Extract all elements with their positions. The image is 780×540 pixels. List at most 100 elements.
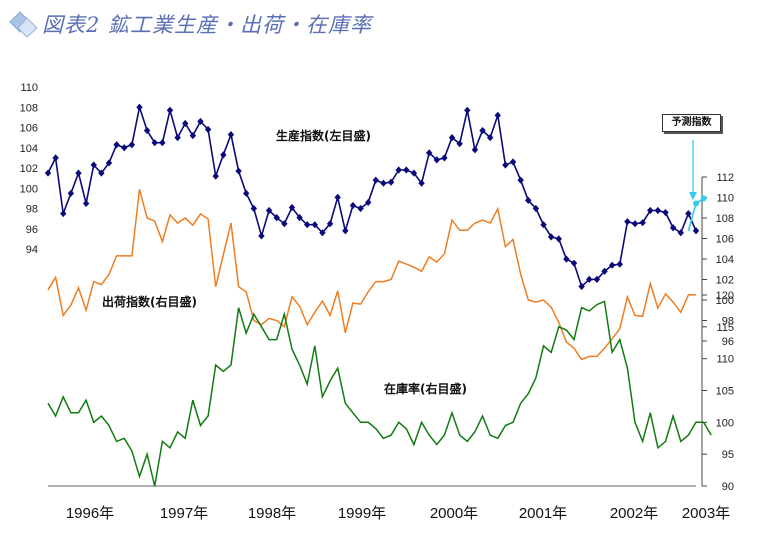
- production-data-point: [364, 198, 372, 207]
- production-data-point: [121, 144, 128, 152]
- production-data-point: [586, 275, 593, 283]
- production-data-point: [67, 189, 75, 197]
- left-axis-tick-label: 98: [26, 204, 38, 216]
- production-data-point: [608, 261, 616, 269]
- right-lower-tick-label: 90: [722, 481, 734, 493]
- production-data-point: [281, 220, 288, 228]
- production-data-point: [357, 204, 364, 213]
- series-line-shipment: [47, 189, 696, 361]
- x-axis-tick-label: 2001年: [519, 505, 567, 522]
- production-data-point: [182, 119, 189, 128]
- right-lower-tick-label: 115: [716, 322, 734, 334]
- chart-title: 図表2 鉱工業生産・出荷・在庫率: [8, 8, 372, 40]
- production-data-point: [601, 267, 608, 275]
- right-lower-tick-label: 105: [716, 386, 734, 398]
- production-data-point: [624, 218, 631, 226]
- production-data-point: [326, 220, 334, 228]
- left-axis-tick-label: 110: [20, 82, 38, 94]
- production-data-point: [677, 229, 684, 237]
- production-data-point: [425, 149, 433, 157]
- left-axis-tick-label: 108: [20, 102, 38, 114]
- shipment-annotation: 出荷指数(右目盛): [102, 294, 197, 309]
- x-axis-tick-label: 1999年: [338, 505, 386, 522]
- production-data-point: [471, 146, 479, 154]
- forecast-data-point: [693, 200, 699, 207]
- right-upper-tick-label: 100: [716, 295, 734, 307]
- x-axis-tick-label: 1997年: [160, 505, 208, 522]
- production-data-point: [204, 125, 212, 134]
- right-upper-tick-label: 96: [722, 336, 734, 348]
- right-upper-tick-label: 110: [716, 193, 734, 205]
- production-data-point: [90, 161, 97, 169]
- production-data-point: [304, 221, 311, 229]
- left-axis-tick-label: 104: [20, 143, 38, 155]
- right-lower-tick-label: 110: [716, 354, 734, 366]
- production-data-point: [479, 126, 486, 135]
- production-data-point: [189, 132, 197, 140]
- production-data-point: [418, 179, 425, 187]
- production-data-point: [288, 203, 296, 212]
- production-data-point: [349, 201, 357, 210]
- production-data-point: [502, 161, 509, 169]
- production-data-point: [128, 141, 136, 149]
- production-data-point: [464, 106, 471, 114]
- production-data-point: [212, 172, 219, 180]
- right-upper-tick-label: 112: [716, 172, 734, 184]
- x-axis-tick-label: 1996年: [66, 505, 114, 522]
- annotation-layer: 生産指数(左目盛) 出荷指数(右目盛) 在庫率(右目盛): [102, 128, 697, 396]
- production-data-point: [654, 206, 662, 215]
- production-data-point: [410, 169, 418, 177]
- right-upper-tick-label: 106: [716, 234, 734, 246]
- production-data-point: [380, 179, 387, 187]
- production-data-point: [525, 196, 532, 204]
- left-axis-tick-label: 94: [26, 244, 38, 256]
- production-data-point: [82, 199, 90, 208]
- production-data-point: [387, 178, 395, 186]
- production-data-point: [250, 204, 258, 213]
- production-data-point: [395, 166, 402, 174]
- production-annotation: 生産指数(左目盛): [276, 128, 371, 143]
- production-data-point: [243, 189, 250, 197]
- production-data-point: [639, 219, 646, 227]
- x-axis-tick-label: 2003年: [682, 505, 730, 522]
- production-data-point: [98, 169, 105, 177]
- series-line-production: [47, 104, 697, 288]
- production-data-point: [532, 204, 540, 213]
- production-data-point: [159, 139, 166, 147]
- production-data-point: [235, 167, 242, 175]
- production-data-point: [311, 221, 319, 229]
- production-data-point: [669, 224, 677, 232]
- right-upper-tick-label: 102: [716, 275, 734, 287]
- right-upper-tick-label: 104: [716, 254, 734, 266]
- production-data-point: [151, 139, 158, 147]
- production-data-point: [647, 206, 654, 215]
- production-data-point: [174, 134, 181, 142]
- production-data-point: [143, 126, 151, 135]
- production-data-point: [448, 134, 456, 142]
- chart-title-text: 図表2 鉱工業生産・出荷・在庫率: [42, 13, 373, 37]
- production-data-point: [563, 255, 570, 263]
- production-data-point: [227, 130, 235, 139]
- x-axis-tick-label: 1998年: [248, 505, 296, 522]
- production-data-point: [441, 154, 448, 162]
- series-layer: [44, 103, 712, 487]
- production-data-point: [685, 209, 692, 218]
- production-data-point: [258, 232, 265, 240]
- left-axis-tick-label: 100: [20, 183, 38, 195]
- right-lower-tick-label: 95: [722, 449, 734, 461]
- production-data-point: [265, 206, 273, 215]
- x-axis-tick-label: 2000年: [430, 505, 478, 522]
- production-data-point: [220, 151, 227, 159]
- production-data-point: [75, 169, 82, 177]
- right-lower-tick-label: 120: [716, 290, 734, 302]
- production-data-point: [486, 134, 494, 142]
- production-data-point: [593, 275, 601, 283]
- production-data-point: [540, 221, 547, 229]
- production-data-point: [105, 159, 113, 167]
- chart-axes: 94 96 98 100 102 104 106 108 110 96 98 100 102 104 106…: [20, 82, 734, 522]
- production-data-point: [616, 260, 623, 268]
- production-data-point: [631, 220, 639, 228]
- diamond-bullet-icon: [9, 11, 38, 38]
- production-data-point: [456, 140, 463, 148]
